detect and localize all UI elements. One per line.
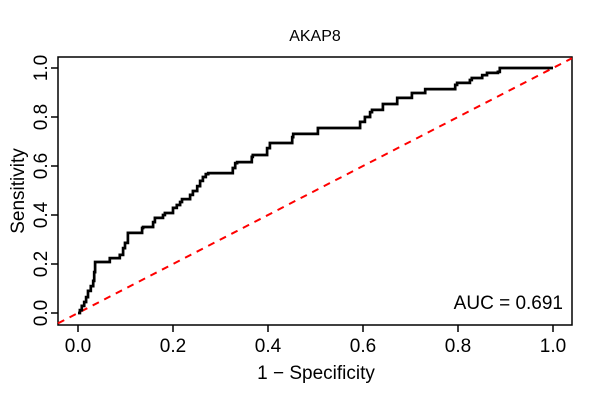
y-tick-label: 0.8 [31, 104, 52, 130]
plot-box [57, 56, 573, 326]
x-tick-label: 0.4 [255, 336, 282, 357]
y-tick-label: 0.6 [31, 153, 52, 179]
y-axis-label: Sensitivity [8, 148, 29, 234]
x-tick-label: 0.2 [160, 336, 186, 357]
auc-annotation: AUC = 0.691 [454, 293, 563, 314]
x-tick-label: 0.0 [65, 336, 91, 357]
roc-curve [78, 66, 553, 315]
x-tick-label: 1.0 [540, 336, 566, 357]
x-axis-label: 1 − Specificity [257, 363, 375, 384]
y-tick-label: 1.0 [31, 55, 52, 81]
axis-ticks: 0.0 0.2 0.4 0.6 0.8 1.0 0.0 0.2 0.4 0.6 0.8 1.0 [31, 55, 566, 357]
x-tick-label: 0.6 [350, 336, 376, 357]
y-tick-label: 0.2 [31, 251, 52, 277]
chart-title: AKAP8 [289, 28, 341, 45]
y-tick-label: 0.0 [31, 300, 52, 326]
y-tick-label: 0.4 [31, 201, 52, 228]
reference-diagonal-line [57, 57, 573, 325]
plot-lines [57, 57, 573, 325]
x-tick-label: 0.8 [445, 336, 471, 357]
